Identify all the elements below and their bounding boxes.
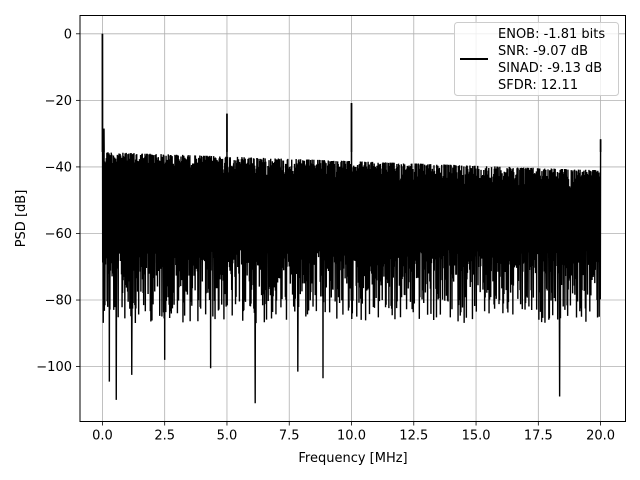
- legend-sinad: SINAD: -9.13 dB: [498, 61, 602, 76]
- y-tick-label: −100: [36, 360, 72, 375]
- x-axis-ticks: 0.0 2.5 5.0 7.5 10.0 12.5 15.0 17.5 20.0: [92, 421, 615, 444]
- x-tick-label: 12.5: [399, 429, 428, 444]
- y-tick-label: −60: [45, 227, 72, 242]
- y-axis-ticks: 0 −20 −40 −60 −80 −100: [36, 27, 80, 375]
- x-tick-label: 0.0: [92, 429, 113, 444]
- y-tick-label: −40: [45, 160, 72, 175]
- x-tick-label: 17.5: [524, 429, 553, 444]
- x-tick-label: 15.0: [462, 429, 491, 444]
- y-axis-label: PSD [dB]: [14, 190, 29, 248]
- legend-box: [454, 22, 619, 96]
- plot-frame: [79, 15, 626, 422]
- legend-enob: ENOB: -1.81 bits: [498, 27, 605, 42]
- y-tick-label: −80: [45, 294, 72, 309]
- x-tick-label: 7.5: [279, 429, 300, 444]
- psd-series: [101, 33, 602, 404]
- x-axis-label: Frequency [MHz]: [298, 451, 407, 466]
- x-tick-label: 5.0: [217, 429, 238, 444]
- psd-line: [101, 33, 602, 404]
- legend-sfdr: SFDR: 12.11: [498, 78, 578, 93]
- x-tick-label: 20.0: [586, 429, 615, 444]
- x-tick-label: 10.0: [337, 429, 366, 444]
- legend-snr: SNR: -9.07 dB: [498, 44, 588, 59]
- y-tick-label: 0: [64, 27, 72, 42]
- legend: ENOB: -1.81 bits SNR: -9.07 dB SINAD: -9…: [454, 22, 619, 96]
- x-tick-label: 2.5: [154, 429, 175, 444]
- y-tick-label: −20: [45, 94, 72, 109]
